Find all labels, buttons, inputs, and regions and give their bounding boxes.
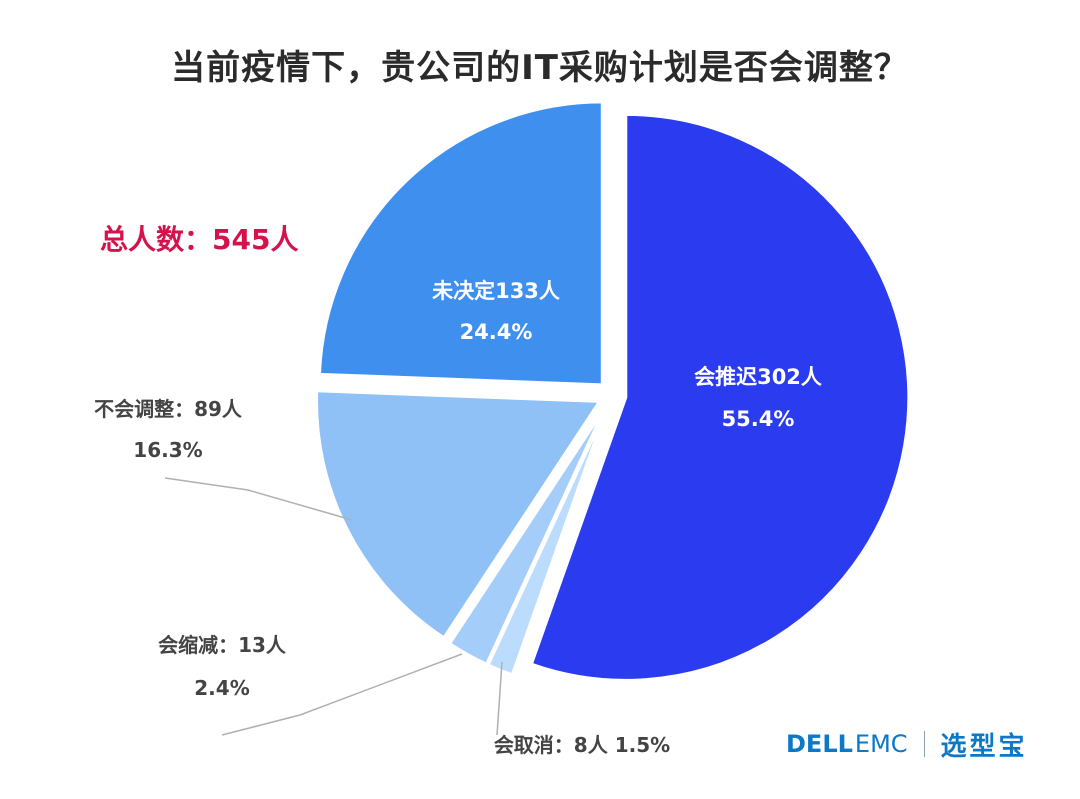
slice-percent-label-不会调整: 16.3% [133,438,202,462]
pie-slice-未决定 [317,100,604,387]
brand-separator [923,731,925,757]
slice-label-会缩减: 会缩减：13人 [158,633,287,657]
slice-percent-label-未决定: 24.4% [460,320,533,344]
slice-percent-label-会推迟: 55.4% [722,407,795,431]
pie-slice-会取消 [486,407,609,677]
pie-slice-不会调整 [315,389,603,640]
dell-logo: DELL [786,730,853,758]
slice-label-会推迟: 会推迟302人 [694,365,822,389]
pie-slice-会推迟 [529,112,911,682]
emc-logo: EMC [854,730,908,758]
partner-logo: 选型宝 [940,731,1028,762]
leader-line-不会调整 [164,477,353,521]
leader-line-会取消 [496,661,503,736]
footer-brand: DELL EMC 选型宝 [786,727,1028,762]
leader-line-会缩减 [221,653,463,736]
total-count-label: 总人数：545人 [100,223,299,256]
pie-slice-会缩减 [447,406,607,667]
slice-label-未决定: 未决定133人 [432,279,560,303]
slice-label-不会调整: 不会调整：89人 [94,397,243,421]
chart-title: 当前疫情下，贵公司的IT采购计划是否会调整？ [171,48,909,88]
slice-percent-label-会缩减: 2.4% [194,676,249,700]
slice-label-会取消: 会取消：8人 1.5% [494,733,670,757]
